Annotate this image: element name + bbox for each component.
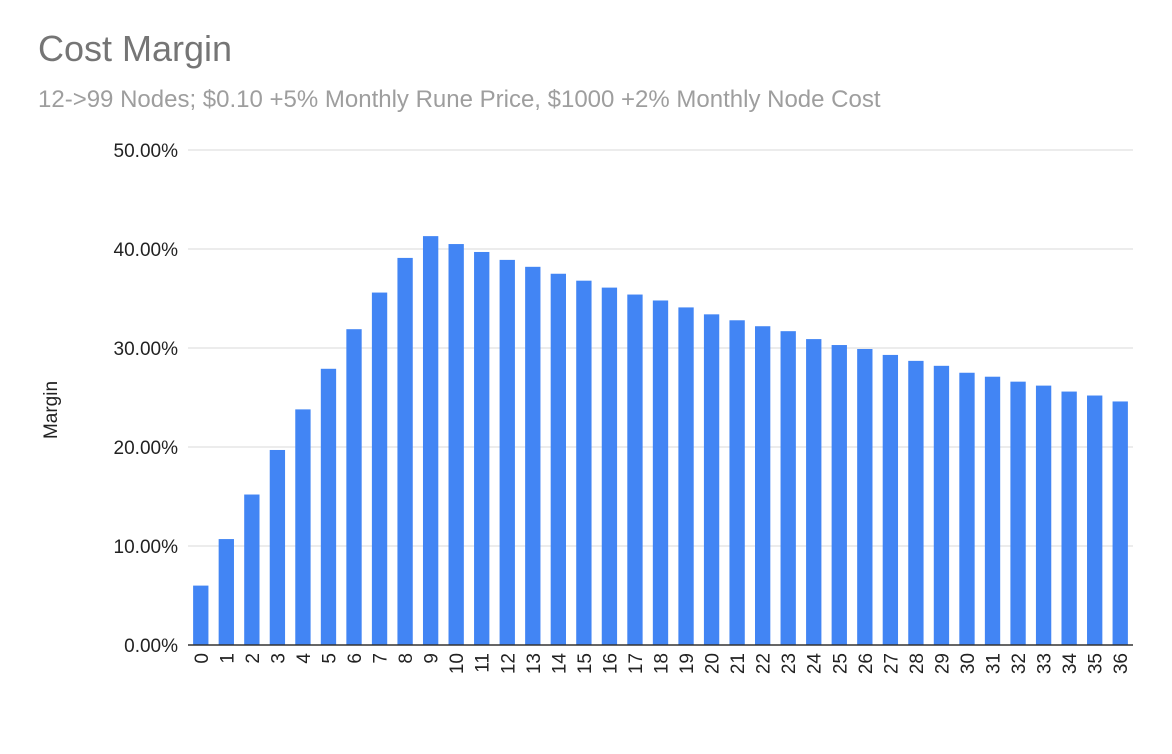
- x-tick-label: 21: [728, 653, 749, 674]
- bar: [346, 329, 362, 645]
- bar: [269, 449, 286, 645]
- bar: [371, 292, 388, 645]
- y-axis-label: Margin: [41, 381, 62, 439]
- bar: [1061, 391, 1077, 645]
- x-tick-label: 3: [268, 653, 289, 664]
- bars: [193, 236, 1128, 646]
- bar: [474, 251, 490, 645]
- bar: [652, 300, 669, 645]
- bar: [422, 236, 439, 645]
- bar: [959, 372, 975, 645]
- x-tick-label: 27: [881, 653, 902, 674]
- bar: [499, 259, 515, 645]
- bar: [1010, 381, 1026, 645]
- x-tick-label: 15: [575, 653, 596, 674]
- bar: [295, 409, 311, 645]
- y-tick-label: 0.00%: [124, 636, 178, 657]
- bar: [1035, 385, 1052, 645]
- x-tick-label: 18: [652, 653, 673, 674]
- x-tick-label: 23: [779, 653, 800, 674]
- bar: [806, 339, 822, 645]
- x-tick-label: 5: [319, 653, 340, 664]
- bar: [933, 365, 950, 645]
- x-tick-label: 11: [473, 653, 494, 673]
- x-tick-label: 26: [856, 653, 877, 674]
- x-tick-label: 31: [984, 653, 1005, 674]
- x-tick-label: 8: [396, 653, 417, 664]
- bar: [320, 368, 337, 645]
- bar: [831, 345, 847, 645]
- bar: [984, 376, 1001, 645]
- x-tick-label: 2: [243, 653, 264, 664]
- y-tick-label: 40.00%: [114, 240, 179, 261]
- x-tick-label: 20: [703, 653, 724, 674]
- x-tick-label: 12: [498, 653, 519, 674]
- x-tick-label: 33: [1035, 653, 1056, 674]
- x-axis-ticks: 0 1 2 3 4 5 6 7 8 9 10 11 12 13 14 15 16 17 18 19 20 21 22 23 24…: [192, 653, 1132, 675]
- chart-title: Cost Margin: [38, 28, 233, 69]
- bar: [244, 494, 260, 645]
- bar: [857, 348, 873, 645]
- x-tick-label: 6: [345, 653, 366, 664]
- bar: [550, 273, 566, 645]
- x-tick-label: 29: [932, 653, 953, 674]
- x-tick-label: 0: [192, 653, 213, 664]
- x-tick-label: 16: [600, 653, 621, 674]
- bar: [397, 257, 413, 645]
- x-tick-label: 35: [1086, 653, 1107, 674]
- x-tick-label: 28: [907, 653, 928, 674]
- y-axis-ticks: 0.00% 10.00% 20.00% 30.00% 40.00% 50.00%: [114, 141, 179, 657]
- x-tick-label: 1: [217, 653, 238, 664]
- y-tick-label: 10.00%: [114, 537, 179, 558]
- bar: [703, 314, 720, 645]
- x-tick-label: 36: [1111, 653, 1132, 674]
- bar: [193, 585, 209, 645]
- x-tick-label: 9: [422, 653, 443, 664]
- bar: [576, 280, 592, 645]
- x-tick-label: 34: [1060, 653, 1081, 675]
- chart-subtitle: 12->99 Nodes; $0.10 +5% Monthly Rune Pri…: [38, 86, 881, 113]
- x-tick-label: 30: [958, 653, 979, 674]
- x-tick-label: 19: [677, 653, 698, 674]
- bar: [448, 244, 464, 646]
- bar: [1112, 401, 1128, 645]
- bar: [1087, 395, 1103, 645]
- bar: [755, 326, 771, 645]
- x-tick-label: 10: [447, 653, 468, 674]
- bar: [678, 307, 694, 645]
- x-tick-label: 7: [371, 653, 392, 664]
- x-tick-label: 24: [805, 653, 826, 675]
- x-tick-label: 14: [549, 653, 570, 675]
- y-tick-label: 20.00%: [114, 438, 179, 459]
- x-tick-label: 17: [626, 653, 647, 674]
- bar: [729, 320, 745, 645]
- bar: [218, 539, 234, 645]
- y-tick-label: 30.00%: [114, 339, 179, 360]
- x-tick-label: 25: [830, 653, 851, 674]
- bar: [780, 331, 796, 645]
- bar: [601, 287, 618, 645]
- x-tick-label: 4: [294, 653, 315, 664]
- x-tick-label: 22: [754, 653, 775, 674]
- x-tick-label: 13: [524, 653, 545, 674]
- y-tick-label: 50.00%: [114, 141, 179, 162]
- bar: [525, 266, 541, 645]
- bar: [627, 294, 643, 645]
- x-tick-label: 32: [1009, 653, 1030, 674]
- bar: [882, 354, 899, 645]
- bar: [908, 360, 924, 645]
